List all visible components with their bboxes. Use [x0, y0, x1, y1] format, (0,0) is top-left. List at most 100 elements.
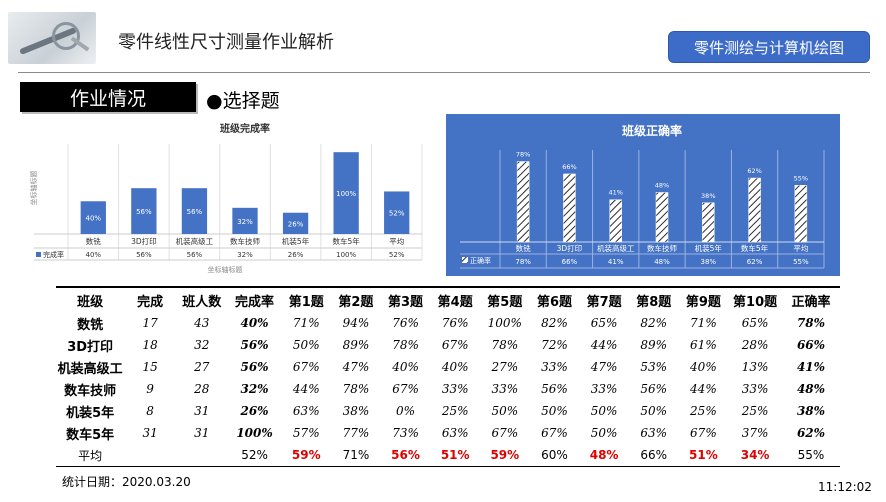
column-header: 第3题 [388, 294, 424, 310]
table-cell: 17 [142, 316, 158, 330]
table-cell: 41% [796, 360, 826, 374]
category-label: 数车技师 [647, 243, 677, 253]
average-cell: 71% [342, 448, 370, 462]
average-cell: 56% [391, 448, 420, 462]
x-axis-title: 坐标轴标题 [208, 265, 243, 274]
table-cell: 44% [292, 382, 320, 396]
bar-数车5年 [748, 177, 761, 243]
category-label: 平均 [389, 236, 404, 246]
table-cell: 25% [690, 404, 717, 418]
table-cell: 61% [690, 338, 717, 352]
table-value: 78% [515, 258, 531, 266]
table-value: 41% [608, 258, 624, 266]
average-cell: 平均 [78, 448, 103, 463]
table-cell: 67% [292, 360, 320, 374]
table-value: 52% [389, 251, 405, 259]
table-cell: 56% [541, 382, 568, 396]
table-cell: 72% [541, 338, 568, 352]
header-divider [18, 72, 870, 73]
category-label: 机装5年 [282, 236, 310, 246]
average-cell [176, 444, 228, 467]
bar-label: 40% [86, 215, 102, 223]
table-cell: 66% [796, 338, 826, 352]
table-row: 机装5年 8 31 26% 63% 38% 0% 25% 50% 50% 50% 50% 25% 25% 3… [56, 400, 840, 422]
table-value: 56% [187, 251, 203, 259]
table-value: 55% [793, 258, 809, 266]
table-top-rule [56, 286, 840, 288]
category-label: 机装5年 [695, 243, 723, 253]
category-label: 3D打印 [131, 236, 157, 246]
clock: 11:12:02 [818, 480, 872, 494]
table-cell: 78% [796, 316, 826, 330]
average-cell: 34% [740, 448, 770, 462]
table-value: 26% [288, 251, 304, 259]
legend-label: 正确率 [470, 256, 491, 265]
subsection-title: ●选择题 [206, 90, 280, 112]
section-label: 作业情况 [20, 82, 196, 112]
table-cell: 40% [441, 360, 469, 374]
average-cell: 59% [490, 448, 520, 462]
table-cell: 33% [441, 382, 469, 396]
table-cell: 40% [240, 316, 269, 330]
table-cell: 78% [491, 338, 519, 352]
average-cell: 48% [589, 448, 619, 462]
table-cell: 89% [342, 338, 370, 352]
class-name-cell: 3D打印 [67, 339, 114, 355]
average-cell: 51% [440, 448, 470, 462]
category-label: 数车5年 [741, 243, 769, 253]
column-header: 第2题 [338, 294, 374, 310]
table-cell: 18 [142, 338, 158, 352]
category-label: 平均 [793, 243, 808, 253]
table-cell: 25% [741, 404, 769, 418]
table-cell: 8 [146, 404, 154, 418]
table-cell: 67% [441, 338, 469, 352]
column-header: 完成率 [235, 294, 275, 310]
table-cell: 28 [194, 382, 210, 396]
table-row: 数车技师 9 28 32% 44% 78% 67% 33% 33% 56% 33% 56% 44% 33%… [56, 378, 840, 400]
table-cell: 77% [342, 426, 370, 440]
table-cell: 53% [640, 360, 668, 374]
bar-3D打印 [563, 173, 576, 243]
table-cell: 27 [194, 360, 210, 374]
page-title: 零件线性尺寸测量作业解析 [118, 32, 334, 53]
average-cell [124, 444, 176, 467]
bar-label: 26% [288, 220, 304, 228]
table-cell: 0% [396, 404, 416, 418]
table-cell: 63% [640, 426, 668, 440]
bar-机装5年 [282, 212, 309, 234]
table-cell: 13% [741, 360, 769, 374]
table-cell: 76% [392, 316, 419, 330]
table-cell: 50% [292, 338, 320, 352]
table-cell: 100% [487, 316, 522, 330]
bar-label: 38% [701, 192, 715, 200]
table-cell: 33% [491, 382, 519, 396]
class-name-cell: 机装5年 [66, 405, 115, 421]
category-label: 机装高级工 [597, 243, 635, 253]
table-cell: 31 [194, 426, 210, 440]
table-cell: 67% [491, 426, 519, 440]
table-cell: 43 [194, 316, 210, 330]
table-cell: 33% [590, 382, 618, 396]
column-header: 第9题 [685, 294, 721, 310]
table-cell: 100% [236, 426, 273, 440]
table-value: 56% [136, 251, 152, 259]
bar-label: 56% [187, 208, 203, 216]
bar-机装高级工 [609, 199, 622, 243]
bar-数车技师 [232, 207, 258, 234]
homework-stats-table: 班级 完成 班人数 完成率 第1题 第2题 第3题 第4题 第5题 第6题 第7题 第8题 第9题 第10… [56, 289, 840, 467]
column-header: 第10题 [733, 294, 778, 310]
accuracy-rate-chart: 班级正确率 78% 数铣 78% 66% 3D打印 66% 41% 机装高级工 41% 48% 数车技… [446, 114, 840, 276]
bar-label: 78% [516, 151, 530, 159]
table-value: 66% [562, 258, 578, 266]
class-name-cell: 数车5年 [66, 427, 115, 443]
column-header: 班人数 [182, 294, 222, 310]
bar-机装5年 [702, 202, 715, 243]
table-value: 40% [86, 251, 102, 259]
average-cell: 59% [291, 448, 321, 462]
table-cell: 40% [690, 360, 717, 374]
table-cell: 38% [796, 404, 826, 418]
table-cell: 56% [240, 338, 269, 352]
category-label: 数车技师 [230, 236, 260, 246]
table-cell: 33% [541, 360, 568, 374]
table-cell: 63% [441, 426, 469, 440]
